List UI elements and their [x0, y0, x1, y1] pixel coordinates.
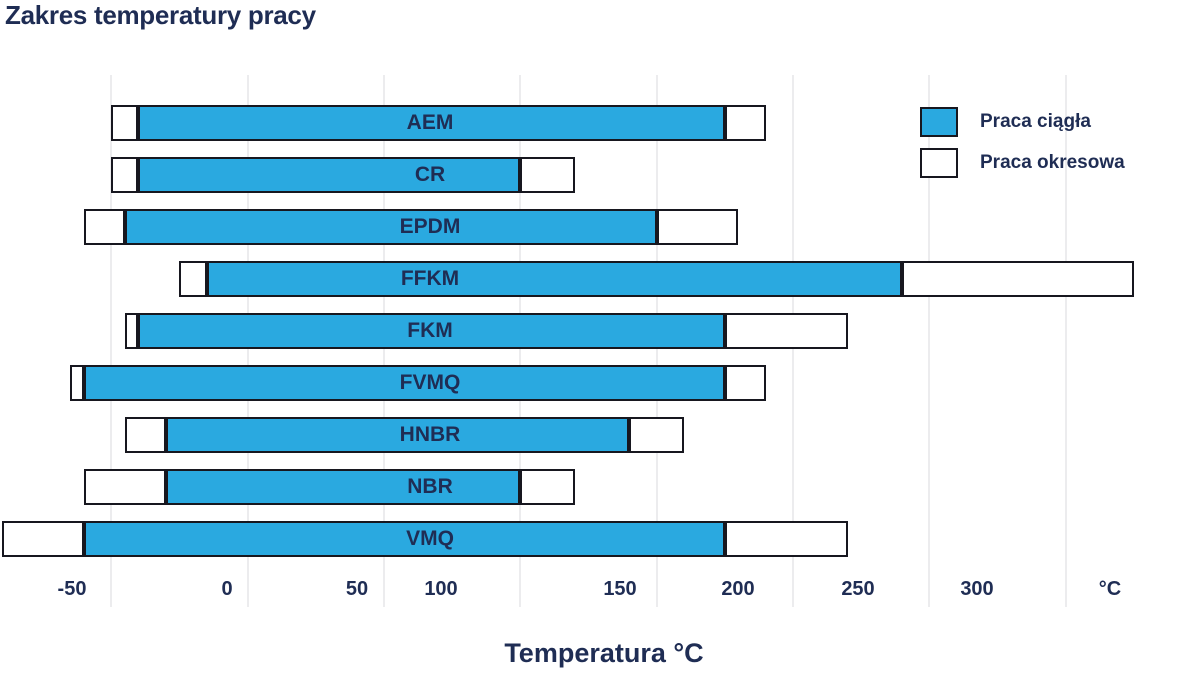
segment-periodic-high-FKM	[724, 313, 848, 349]
x-tick-label-100: 100	[424, 578, 458, 600]
legend-label-periodic: Praca okresowa	[980, 152, 1125, 173]
x-tick-label-200: 200	[721, 578, 755, 600]
x-tick-label-250: 250	[841, 578, 875, 600]
bar-row-HNBR: HNBR	[0, 417, 1200, 453]
bar-row-FFKM: FFKM	[0, 261, 1200, 297]
bar-row-FVMQ: FVMQ	[0, 365, 1200, 401]
bar-label-FVMQ: FVMQ	[399, 371, 461, 394]
segment-continuous-VMQ	[83, 521, 725, 557]
segment-continuous-AEM	[138, 105, 725, 141]
segment-continuous-EPDM	[124, 209, 657, 245]
segment-periodic-high-VMQ	[724, 521, 848, 557]
bar-label-EPDM: EPDM	[399, 215, 461, 238]
legend-item-periodic: Praca okresowa	[920, 148, 1125, 178]
bar-row-VMQ: VMQ	[0, 521, 1200, 557]
legend-swatch-periodic-icon	[920, 148, 958, 178]
segment-periodic-low-AEM	[111, 105, 139, 141]
bar-row-AEM: AEM	[0, 105, 1200, 141]
bar-label-CR: CR	[414, 163, 446, 186]
bar-label-NBR: NBR	[407, 475, 453, 498]
segment-periodic-low-VMQ	[2, 521, 84, 557]
bar-label-FFKM: FFKM	[400, 267, 460, 290]
x-tick-label-50: 50	[345, 578, 369, 600]
gridline-250	[928, 75, 931, 607]
segment-periodic-low-EPDM	[83, 209, 125, 245]
segment-periodic-low-FKM	[124, 313, 139, 349]
legend: Praca ciągła Praca okresowa	[920, 107, 1125, 189]
segment-periodic-low-CR	[111, 157, 139, 193]
bar-label-AEM: AEM	[406, 111, 454, 134]
segment-continuous-HNBR	[165, 417, 630, 453]
bar-row-NBR: NBR	[0, 469, 1200, 505]
gridline-300	[1064, 75, 1067, 607]
segment-periodic-high-HNBR	[629, 417, 684, 453]
segment-periodic-low-NBR	[83, 469, 166, 505]
legend-label-continuous: Praca ciągła	[980, 111, 1091, 132]
segment-periodic-low-HNBR	[124, 417, 166, 453]
segment-periodic-high-AEM	[724, 105, 766, 141]
segment-continuous-NBR	[165, 469, 521, 505]
segment-periodic-high-CR	[520, 157, 575, 193]
segment-continuous-FFKM	[206, 261, 903, 297]
segment-periodic-high-NBR	[520, 469, 575, 505]
x-tick-label-300: 300	[960, 578, 994, 600]
bar-row-FKM: FKM	[0, 313, 1200, 349]
bar-row-CR: CR	[0, 157, 1200, 193]
segment-periodic-high-FFKM	[902, 261, 1134, 297]
x-axis-title: Temperatura °C	[504, 638, 704, 668]
x-axis-unit-label: °C	[1098, 578, 1122, 600]
segment-continuous-FVMQ	[83, 365, 725, 401]
chart-title: Zakres temperatury pracy	[5, 0, 316, 30]
bar-label-FKM: FKM	[407, 319, 453, 342]
x-tick-label-0: 0	[221, 578, 233, 600]
segment-periodic-low-FFKM	[179, 261, 207, 297]
segment-periodic-high-FVMQ	[724, 365, 766, 401]
legend-item-continuous: Praca ciągła	[920, 107, 1125, 137]
segment-continuous-CR	[138, 157, 521, 193]
x-tick-label--50: -50	[57, 578, 87, 600]
segment-periodic-high-EPDM	[656, 209, 739, 245]
gridline--50	[110, 75, 113, 607]
x-tick-label-150: 150	[603, 578, 637, 600]
bar-label-VMQ: VMQ	[406, 527, 454, 550]
bar-label-HNBR: HNBR	[399, 423, 461, 446]
segment-continuous-FKM	[138, 313, 725, 349]
bar-row-EPDM: EPDM	[0, 209, 1200, 245]
legend-swatch-continuous-icon	[920, 107, 958, 137]
segment-periodic-low-FVMQ	[70, 365, 84, 401]
